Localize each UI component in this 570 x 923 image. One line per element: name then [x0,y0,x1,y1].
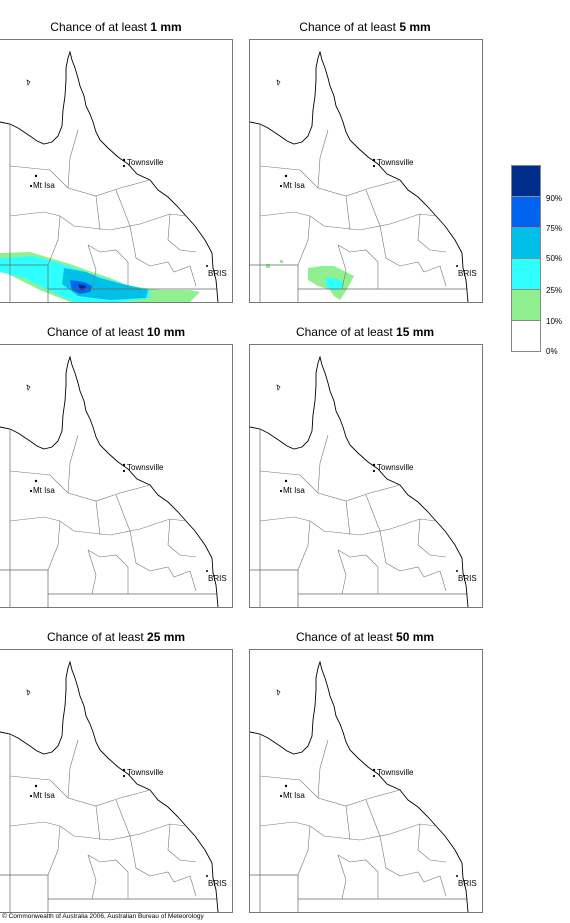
panel-title-25mm: Chance of at least 25 mm [46,630,186,644]
panel-title-5mm: Chance of at least 5 mm [299,20,431,34]
panel-title-1mm: Chance of at least 1 mm [50,20,182,34]
legend-swatch-75 [511,196,541,227]
legend-swatch-0 [511,320,541,352]
legend-swatch-25 [511,258,541,289]
city-label-townsville: Townsville [377,768,414,777]
city-label-bris: BRIS [208,574,227,583]
city-label-bris: BRIS [208,879,227,888]
legend-label-10: 10% [546,317,563,326]
city-label-townsville: Townsville [127,158,164,167]
city-label-mt-isa: Mt Isa [33,791,55,800]
legend-label-0: 0% [546,347,558,356]
panel-title-15mm: Chance of at least 15 mm [295,325,435,339]
legend-swatch-50 [511,227,541,258]
city-label-bris: BRIS [458,574,477,583]
panel-title-50mm: Chance of at least 50 mm [295,630,435,644]
legend-swatch-10 [511,289,541,320]
legend-label-90: 90% [546,194,563,203]
map-10mm [0,356,219,607]
city-label-mt-isa: Mt Isa [283,181,305,190]
map-50mm [250,661,469,912]
city-label-bris: BRIS [458,879,477,888]
map-5mm [250,51,469,302]
map-panel-5mm: Townsville Mt Isa BRIS [249,39,483,303]
map-panel-50mm: Townsville Mt Isa BRIS [249,649,483,913]
city-label-mt-isa: Mt Isa [33,181,55,190]
map-panel-1mm: Townsville Mt Isa BRIS [0,39,233,303]
city-label-mt-isa: Mt Isa [33,486,55,495]
map-panel-15mm: Townsville Mt Isa BRIS [249,344,483,608]
probability-area [0,252,200,302]
map-25mm [0,661,219,912]
panel-title-10mm: Chance of at least 10 mm [46,325,186,339]
city-label-townsville: Townsville [377,463,414,472]
city-label-mt-isa: Mt Isa [283,486,305,495]
legend-swatch-90 [511,165,541,196]
legend-label-50: 50% [546,254,563,263]
city-label-bris: BRIS [208,269,227,278]
map-panel-10mm: Townsville Mt Isa BRIS [0,344,233,608]
map-15mm [250,356,469,607]
city-label-bris: BRIS [458,269,477,278]
map-panel-25mm: Townsville Mt Isa BRIS [0,649,233,913]
copyright-notice: © Commonwealth of Australia 2006, Austra… [2,913,204,920]
probability-legend [511,165,541,352]
city-label-townsville: Townsville [127,463,164,472]
city-label-mt-isa: Mt Isa [283,791,305,800]
city-label-townsville: Townsville [377,158,414,167]
legend-label-75: 75% [546,224,563,233]
map-1mm [0,51,219,302]
probability-area [266,260,354,300]
city-label-townsville: Townsville [127,768,164,777]
legend-label-25: 25% [546,286,563,295]
